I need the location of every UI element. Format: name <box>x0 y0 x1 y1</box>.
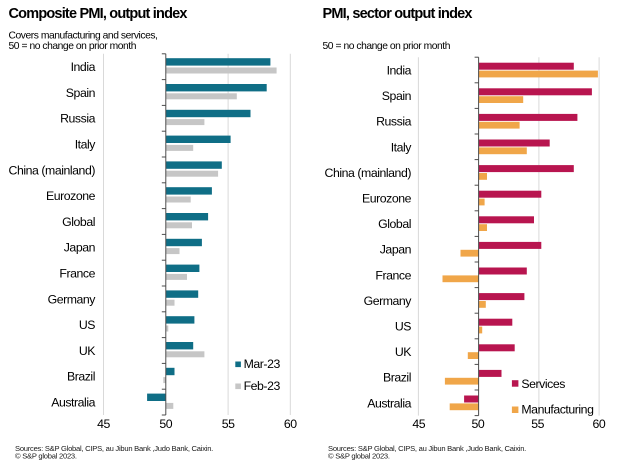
svg-text:US: US <box>79 318 95 332</box>
svg-text:60: 60 <box>593 417 606 431</box>
svg-text:50: 50 <box>159 417 172 431</box>
svg-text:Italy: Italy <box>391 140 413 154</box>
svg-text:Russia: Russia <box>60 112 95 126</box>
svg-text:Manufacturing: Manufacturing <box>521 403 594 417</box>
svg-text:France: France <box>375 268 411 282</box>
svg-text:India: India <box>387 64 412 78</box>
svg-text:© S&P global 2023.: © S&P global 2023. <box>15 451 77 460</box>
svg-text:France: France <box>59 267 95 281</box>
svg-text:55: 55 <box>222 417 235 431</box>
svg-text:Feb-23: Feb-23 <box>244 379 281 393</box>
svg-text:Mar-23: Mar-23 <box>244 357 281 371</box>
svg-text:UK: UK <box>395 345 412 359</box>
svg-text:60: 60 <box>284 417 297 431</box>
svg-text:US: US <box>395 320 411 334</box>
svg-text:Italy: Italy <box>75 138 97 152</box>
svg-text:50: 50 <box>472 417 485 431</box>
svg-text:Composite PMI, output index: Composite PMI, output index <box>9 6 188 22</box>
svg-text:45: 45 <box>97 417 110 431</box>
svg-text:50 = no change on prior month: 50 = no change on prior month <box>9 41 137 52</box>
svg-text:China (mainland): China (mainland) <box>9 163 96 177</box>
svg-text:55: 55 <box>531 417 544 431</box>
svg-text:Spain: Spain <box>66 86 96 100</box>
svg-text:Eurozone: Eurozone <box>362 192 412 206</box>
svg-text:Japan: Japan <box>380 243 412 257</box>
svg-text:China (mainland): China (mainland) <box>325 166 412 180</box>
svg-text:Germany: Germany <box>364 294 413 308</box>
svg-text:India: India <box>71 60 96 74</box>
svg-text:PMI, sector output index: PMI, sector output index <box>323 6 473 22</box>
svg-text:Spain: Spain <box>382 89 412 103</box>
svg-text:UK: UK <box>79 344 96 358</box>
svg-text:Australia: Australia <box>367 396 411 410</box>
svg-text:Australia: Australia <box>51 396 95 410</box>
svg-text:Services: Services <box>521 377 565 391</box>
svg-text:© S&P global 2023.: © S&P global 2023. <box>328 451 390 460</box>
svg-text:Global: Global <box>378 217 411 231</box>
svg-text:Eurozone: Eurozone <box>46 189 96 203</box>
svg-text:Brazil: Brazil <box>383 371 411 385</box>
svg-text:Germany: Germany <box>48 292 97 306</box>
svg-text:50 = no change on prior month: 50 = no change on prior month <box>323 41 451 52</box>
svg-text:Sources: S&P Global, CIPS, au: Sources: S&P Global, CIPS, au Jibun Bank… <box>328 444 526 453</box>
svg-text:45: 45 <box>412 417 425 431</box>
svg-text:Brazil: Brazil <box>67 370 95 384</box>
svg-text:Sources: S&P Global, CIPS, au: Sources: S&P Global, CIPS, au Jibun Bank… <box>15 444 213 453</box>
svg-text:Russia: Russia <box>376 115 411 129</box>
svg-text:Global: Global <box>62 215 95 229</box>
svg-text:Japan: Japan <box>64 241 96 255</box>
svg-text:Covers manufacturing and servi: Covers manufacturing and services, <box>9 31 158 42</box>
